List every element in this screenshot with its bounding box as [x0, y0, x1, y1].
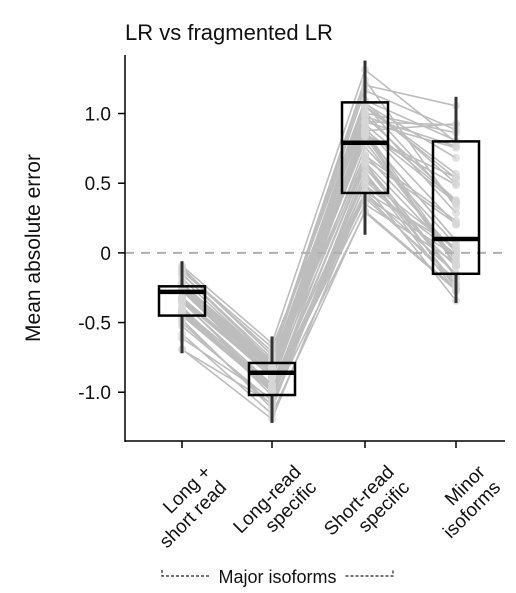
box-3	[340, 60, 390, 235]
paired-line	[181, 161, 457, 393]
group-bracket-left	[161, 570, 210, 577]
data-point	[452, 220, 460, 229]
paired-lines	[181, 68, 457, 421]
group-annotation: Major isoforms	[161, 567, 394, 587]
data-point	[361, 143, 369, 152]
paired-line	[181, 68, 457, 345]
paired-line	[181, 120, 457, 349]
y-tick-label: 0	[100, 244, 111, 265]
paired-line	[181, 89, 457, 360]
paired-line	[181, 84, 457, 357]
box-4	[431, 96, 481, 304]
box-iqr	[157, 285, 207, 317]
y-tick-label: 1.0	[85, 105, 111, 126]
data-point	[452, 203, 460, 212]
box-1	[157, 261, 207, 354]
data-point	[178, 293, 186, 302]
data-point	[361, 151, 369, 160]
data-point	[452, 153, 460, 162]
paired-line	[181, 157, 457, 379]
paired-line	[181, 209, 457, 416]
chart-title: LR vs fragmented LR	[125, 20, 333, 45]
paired-line	[181, 153, 457, 372]
paired-line	[181, 203, 457, 393]
y-tick-label: 0.5	[85, 174, 111, 195]
y-axis-label: Mean absolute error	[22, 154, 45, 342]
paired-line	[181, 128, 457, 380]
data-point	[361, 176, 369, 185]
y-tick-label: -0.5	[78, 314, 111, 335]
box-iqr	[247, 361, 297, 397]
x-tick-label: Long-readspecific	[230, 462, 322, 554]
box-iqr	[431, 140, 481, 276]
box-iqr	[340, 101, 390, 195]
data-point	[178, 305, 186, 313]
data-point	[452, 169, 460, 178]
y-tick-label: -1.0	[78, 383, 111, 404]
x-tick-label: Short-readspecific	[320, 462, 414, 556]
paired-line	[181, 178, 457, 386]
data-point	[452, 248, 460, 257]
box-2	[247, 336, 297, 423]
group-label-text: Major isoforms	[218, 567, 336, 587]
data-point	[452, 257, 460, 266]
group-bracket-right	[345, 570, 394, 577]
data-point	[452, 179, 460, 188]
data-point	[361, 107, 369, 116]
x-tick-label: Minorisoforms	[424, 461, 506, 543]
data-point	[268, 380, 276, 389]
data-point	[452, 196, 460, 205]
data-point	[361, 117, 369, 126]
x-tick-label: Long +short read	[140, 462, 231, 553]
box-plots	[157, 60, 481, 423]
